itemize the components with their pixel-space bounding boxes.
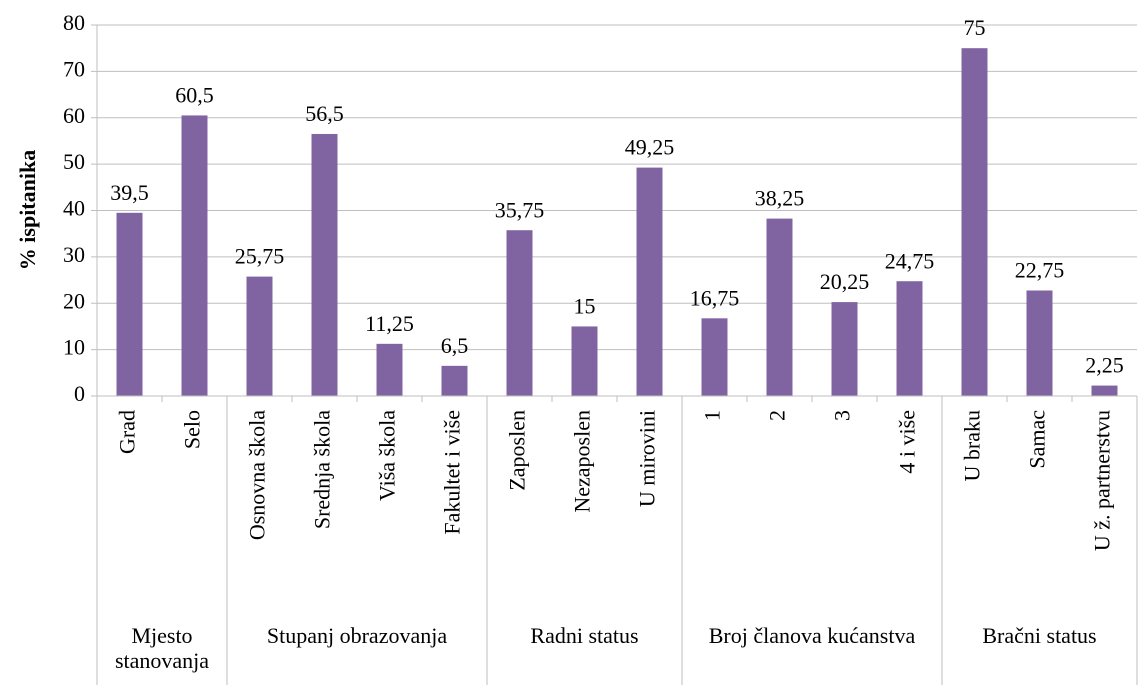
value-label: 25,75: [235, 244, 285, 269]
value-label: 75: [964, 15, 986, 40]
value-label: 20,25: [820, 269, 870, 294]
x-tick-label: Fakultet i više: [440, 410, 465, 535]
bar: [636, 167, 663, 396]
y-tick-label: 30: [63, 242, 85, 267]
x-tick-label: Selo: [180, 410, 205, 449]
x-tick-label: 3: [830, 410, 855, 421]
bar: [896, 281, 923, 396]
bar: [701, 318, 728, 396]
x-tick-label: 1: [700, 410, 725, 421]
x-tick-label: 4 i više: [895, 410, 920, 474]
x-tick-label: Samac: [1025, 410, 1050, 469]
group-label: Radni status: [530, 623, 639, 648]
value-label: 56,5: [305, 101, 344, 126]
x-tick-label: Grad: [115, 410, 140, 454]
value-label: 6,5: [441, 333, 469, 358]
y-axis-label: % ispitanika: [15, 150, 40, 270]
x-tick-label: U ž. partnerstvu: [1090, 410, 1115, 551]
x-tick-label: Zaposlen: [505, 410, 530, 491]
group-label: Mjesto stanovanja: [114, 623, 210, 673]
bar: [571, 326, 598, 396]
x-tick-label: 2: [765, 410, 790, 421]
x-tick-label: U braku: [960, 410, 985, 481]
bar: [831, 302, 858, 396]
value-label: 22,75: [1015, 258, 1065, 283]
group-label: Stupanj obrazovanja: [266, 623, 448, 648]
bar: [1091, 385, 1118, 396]
y-tick-label: 20: [63, 288, 85, 313]
bar: [376, 343, 403, 396]
bar: [1026, 290, 1053, 396]
bar: [961, 48, 988, 396]
y-tick-label: 0: [74, 381, 85, 406]
value-label: 11,25: [365, 311, 414, 336]
bar: [441, 365, 468, 396]
y-tick-label: 80: [63, 10, 85, 35]
value-label: 49,25: [625, 135, 675, 160]
value-label: 15: [574, 293, 596, 318]
y-tick-label: 40: [63, 196, 85, 221]
x-tick-label: Osnovna škola: [245, 410, 270, 540]
bar: [506, 230, 533, 396]
bar: [311, 133, 338, 396]
y-tick-label: 10: [63, 335, 85, 360]
bar: [181, 115, 208, 397]
value-label: 38,25: [755, 186, 805, 211]
value-label: 39,5: [110, 180, 149, 205]
bar: [116, 212, 143, 396]
value-label: 24,75: [885, 248, 935, 273]
x-tick-label: Srednja škola: [310, 410, 335, 529]
value-label: 35,75: [495, 197, 545, 222]
y-tick-label: 50: [63, 149, 85, 174]
y-tick-label: 60: [63, 103, 85, 128]
bar: [766, 218, 793, 396]
bar: [246, 276, 273, 396]
x-tick-label: Viša škola: [375, 410, 400, 501]
value-label: 2,25: [1085, 353, 1124, 378]
y-tick-label: 70: [63, 56, 85, 81]
group-label: Broj članova kućanstva: [708, 623, 916, 648]
value-label: 16,75: [690, 285, 740, 310]
value-label: 60,5: [175, 82, 214, 107]
group-label: Bračni status: [982, 623, 1097, 648]
x-tick-label: Nezaposlen: [570, 410, 595, 513]
x-tick-label: U mirovini: [635, 410, 660, 507]
